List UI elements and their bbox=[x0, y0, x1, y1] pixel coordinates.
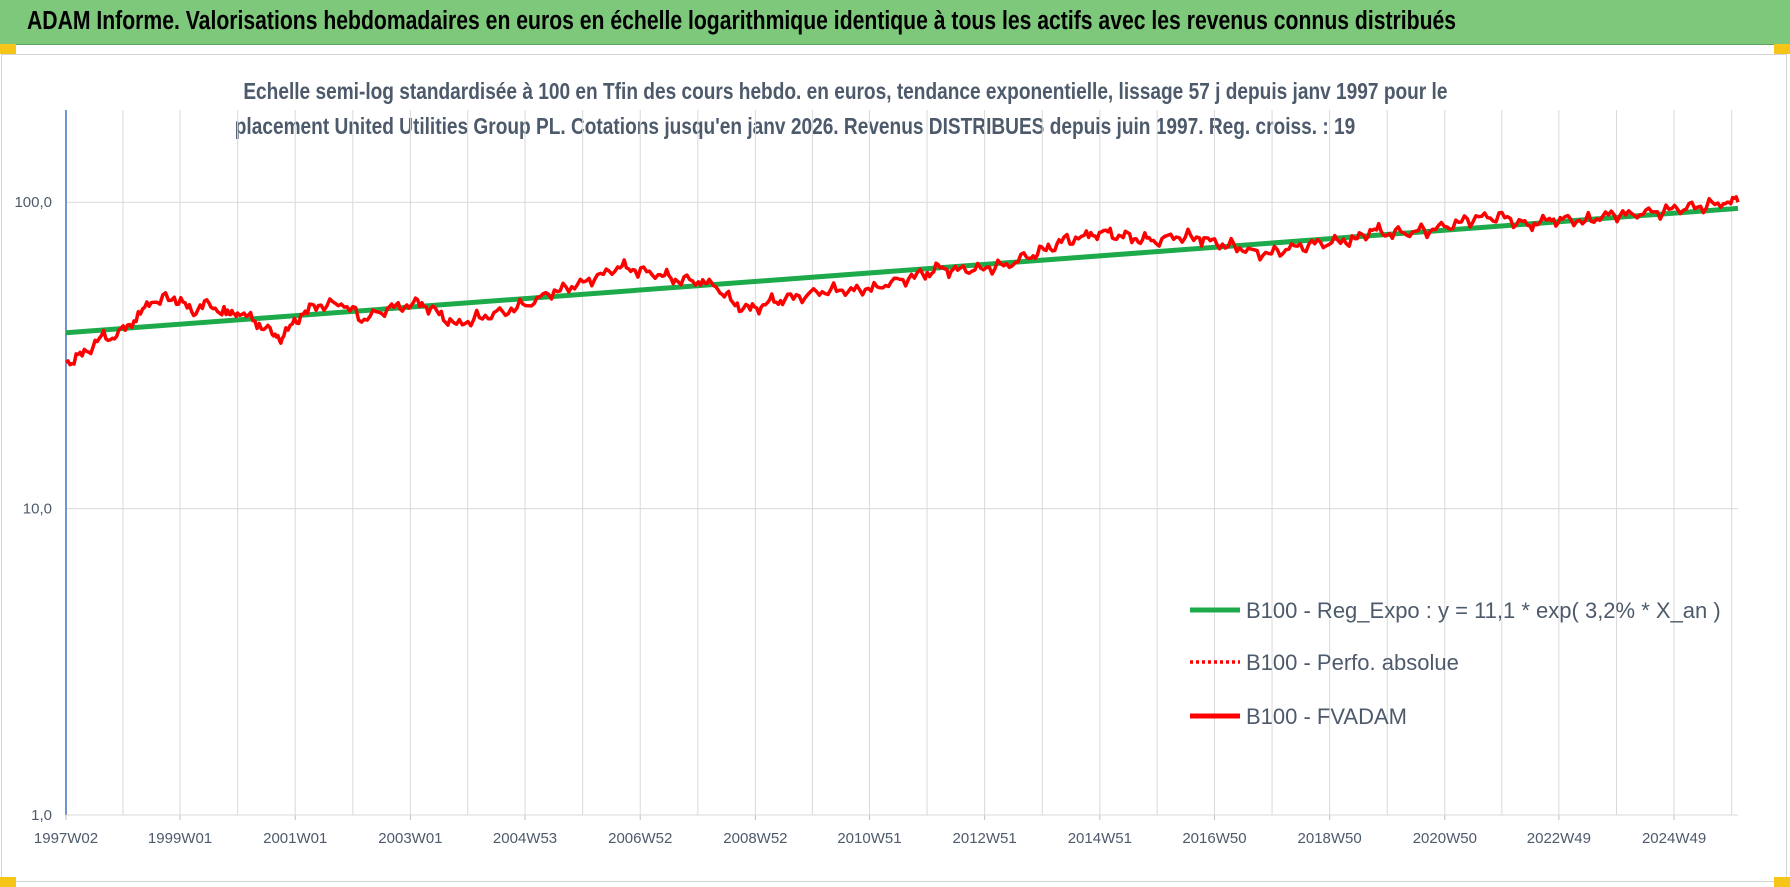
chart-title-line-2: placement United Utilities Group PL. Cot… bbox=[234, 113, 1356, 139]
x-tick-label: 2001W01 bbox=[263, 830, 327, 847]
x-tick-label: 2018W50 bbox=[1298, 830, 1362, 847]
y-tick-label: 1,0 bbox=[31, 807, 52, 824]
x-tick-label: 1999W01 bbox=[148, 830, 212, 847]
x-tick-label: 2012W51 bbox=[953, 830, 1017, 847]
y-tick-label: 10,0 bbox=[23, 501, 52, 518]
report-header-bar: ADAM Informe. Valorisations hebdomadaire… bbox=[0, 0, 1790, 45]
series-line-2 bbox=[64, 195, 1740, 367]
x-tick-label: 2004W53 bbox=[493, 830, 557, 847]
x-tick-label: 2022W49 bbox=[1527, 830, 1591, 847]
x-tick-label: 1997W02 bbox=[34, 830, 98, 847]
chart-frame bbox=[1, 54, 1787, 882]
x-tick-label: 2024W49 bbox=[1642, 830, 1706, 847]
corner-marker-br bbox=[1774, 877, 1790, 887]
x-tick-label: 2006W52 bbox=[608, 830, 672, 847]
chart-title-line-1: Echelle semi-log standardisée à 100 en T… bbox=[243, 78, 1448, 104]
report-title: ADAM Informe. Valorisations hebdomadaire… bbox=[27, 7, 1457, 35]
x-tick-label: 2020W50 bbox=[1413, 830, 1477, 847]
y-tick-label: 100,0 bbox=[14, 194, 52, 211]
x-tick-label: 2003W01 bbox=[378, 830, 442, 847]
x-tick-label: 2014W51 bbox=[1068, 830, 1132, 847]
corner-marker-tl bbox=[0, 44, 16, 54]
legend-label-0: B100 - Reg_Expo : y = 11,1 * exp( 3,2% *… bbox=[1246, 598, 1721, 623]
legend-label-2: B100 - FVADAM bbox=[1246, 704, 1407, 729]
corner-marker-bl bbox=[0, 877, 16, 887]
x-tick-label: 2008W52 bbox=[723, 830, 787, 847]
corner-marker-tr bbox=[1774, 44, 1790, 54]
x-tick-label: 2016W50 bbox=[1182, 830, 1246, 847]
x-tick-label: 2010W51 bbox=[837, 830, 901, 847]
legend-label-1: B100 - Perfo. absolue bbox=[1246, 650, 1459, 675]
series-line-0 bbox=[65, 205, 1739, 336]
